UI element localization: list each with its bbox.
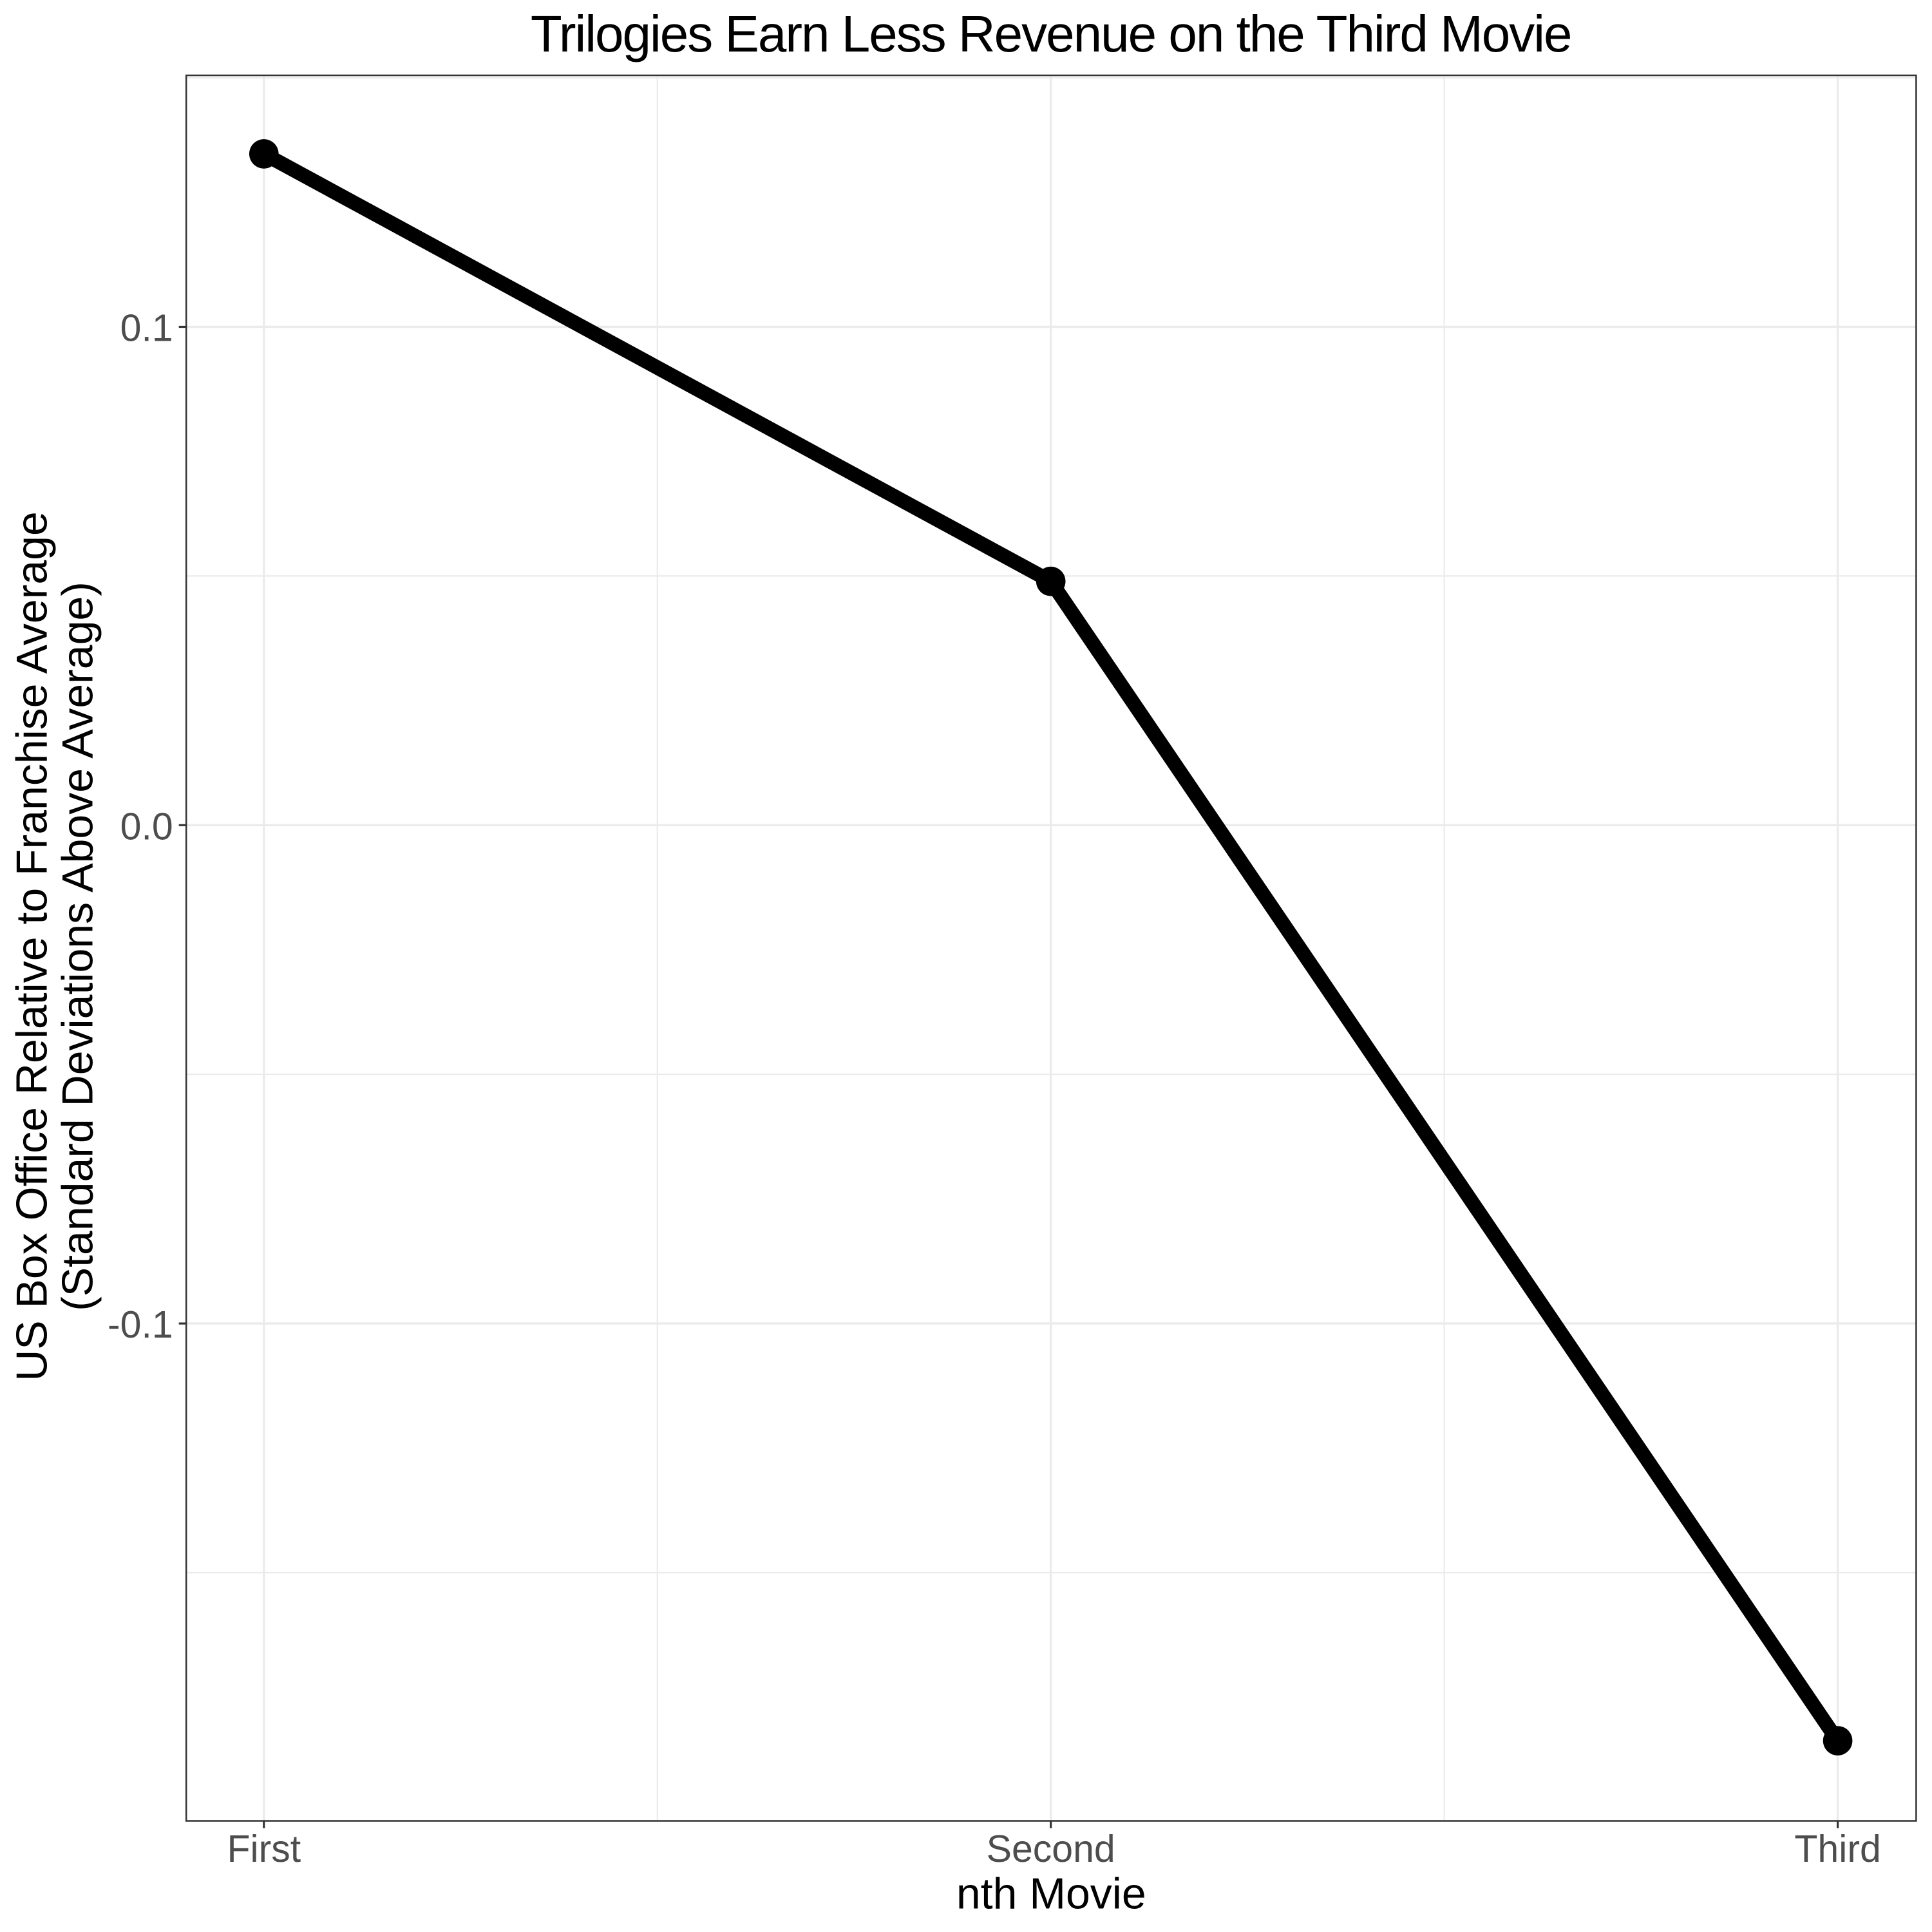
svg-text:0.0: 0.0 [120,805,173,848]
svg-text:Third: Third [1794,1828,1880,1870]
svg-text:nth Movie: nth Movie [956,1870,1146,1918]
svg-text:0.1: 0.1 [120,307,173,350]
svg-text:First: First [227,1828,301,1870]
svg-text:Second: Second [987,1828,1115,1870]
svg-text:-0.1: -0.1 [108,1303,173,1346]
svg-text:(Standard Deviations Above Ave: (Standard Deviations Above Average) [53,582,102,1311]
svg-text:Trilogies Earn Less Revenue on: Trilogies Earn Less Revenue on the Third… [531,5,1571,62]
svg-text:US Box Office Relative to Fran: US Box Office Relative to Franchise Aver… [7,511,56,1381]
